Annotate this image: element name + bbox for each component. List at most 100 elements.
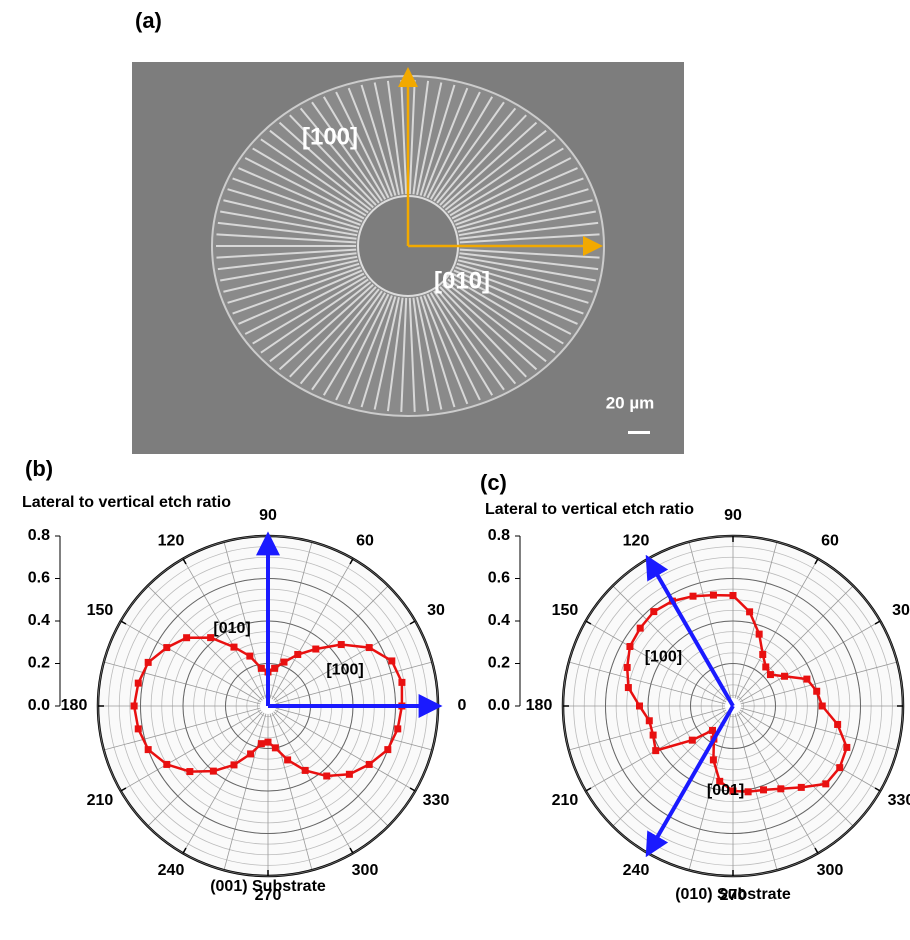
data-point [624, 664, 631, 671]
data-point [625, 684, 632, 691]
data-point [626, 643, 633, 650]
data-point [338, 641, 345, 648]
theta-tick-label: 300 [352, 862, 379, 879]
data-point [709, 727, 716, 734]
theta-tick-label: 150 [552, 602, 579, 619]
data-point [346, 771, 353, 778]
data-point [183, 634, 190, 641]
data-point [246, 653, 253, 660]
data-point [710, 592, 717, 599]
data-point [760, 786, 767, 793]
data-point [135, 725, 142, 732]
theta-tick-label: 150 [87, 602, 114, 619]
data-point [637, 625, 644, 632]
r-tick-label: 0.8 [488, 527, 510, 544]
data-point [762, 663, 769, 670]
data-point [145, 659, 152, 666]
data-point [756, 631, 763, 638]
theta-tick-label: 330 [423, 792, 450, 809]
theta-tick-label: 0 [458, 697, 467, 714]
data-point [690, 593, 697, 600]
crystal-direction: [010] [434, 267, 490, 294]
data-point [394, 725, 401, 732]
r-tick-label: 0.6 [28, 570, 50, 587]
theta-tick-label: 270 [255, 887, 282, 904]
data-point [323, 772, 330, 779]
data-point [284, 756, 291, 763]
data-point [302, 767, 309, 774]
figure: (a) [100] [010] 20 µm (b)Lateral to vert… [0, 0, 910, 940]
data-point [271, 665, 278, 672]
data-point [366, 761, 373, 768]
data-point [650, 608, 657, 615]
r-tick-label: 0.2 [488, 655, 510, 672]
theta-tick-label: 180 [61, 697, 88, 714]
data-point [710, 756, 717, 763]
r-tick-label: 0.2 [28, 655, 50, 672]
direction-label: [100] [645, 648, 682, 665]
data-point [652, 747, 659, 754]
data-point [258, 665, 265, 672]
theta-tick-label: 120 [158, 533, 185, 550]
data-point [210, 768, 217, 775]
theta-tick-label: 60 [821, 533, 839, 550]
data-point [231, 761, 238, 768]
data-point [312, 646, 319, 653]
data-point [767, 671, 774, 678]
direction-label: [010] [213, 620, 250, 637]
data-point [836, 764, 843, 771]
crystal-direction: [100] [302, 123, 358, 150]
panel-label: (c) [480, 470, 507, 495]
data-point [280, 659, 287, 666]
data-point [163, 644, 170, 651]
data-point [819, 703, 826, 710]
data-point [745, 788, 752, 795]
data-point [759, 651, 766, 658]
data-point [163, 761, 170, 768]
theta-tick-label: 210 [552, 792, 579, 809]
data-point [366, 644, 373, 651]
chart-title: Lateral to vertical etch ratio [22, 494, 231, 511]
data-point [272, 744, 279, 751]
data-point [294, 651, 301, 658]
theta-tick-label: 240 [158, 862, 185, 879]
data-point [646, 717, 653, 724]
chart-title: Lateral to vertical etch ratio [485, 501, 694, 518]
direction-label: [100] [326, 661, 363, 678]
theta-tick-label: 120 [623, 533, 650, 550]
theta-tick-label: 30 [427, 602, 445, 619]
data-point [247, 750, 254, 757]
data-point [135, 680, 142, 687]
data-point [384, 746, 391, 753]
data-point [689, 737, 696, 744]
theta-tick-label: 300 [817, 862, 844, 879]
data-point [730, 592, 737, 599]
theta-tick-label: 210 [87, 792, 114, 809]
r-tick-label: 0.4 [488, 612, 510, 629]
panel-label: (b) [25, 456, 53, 481]
data-point [388, 657, 395, 664]
data-point [636, 703, 643, 710]
data-point [145, 746, 152, 753]
data-point [258, 740, 265, 747]
theta-tick-label: 60 [356, 533, 374, 550]
data-point [798, 784, 805, 791]
data-point [131, 703, 138, 710]
theta-tick-label: 180 [526, 697, 553, 714]
data-point [231, 644, 238, 651]
panel-label: (a) [135, 8, 162, 33]
data-point [822, 780, 829, 787]
data-point [803, 676, 810, 683]
r-tick-label: 0.6 [488, 570, 510, 587]
r-tick-label: 0.0 [28, 697, 50, 714]
data-point [781, 673, 788, 680]
theta-tick-label: 90 [724, 507, 742, 524]
data-point [777, 785, 784, 792]
theta-tick-label: 240 [623, 862, 650, 879]
r-tick-label: 0.0 [488, 697, 510, 714]
data-point [265, 739, 272, 746]
data-point [746, 608, 753, 615]
theta-tick-label: 270 [720, 887, 747, 904]
data-point [834, 721, 841, 728]
r-tick-label: 0.4 [28, 612, 50, 629]
